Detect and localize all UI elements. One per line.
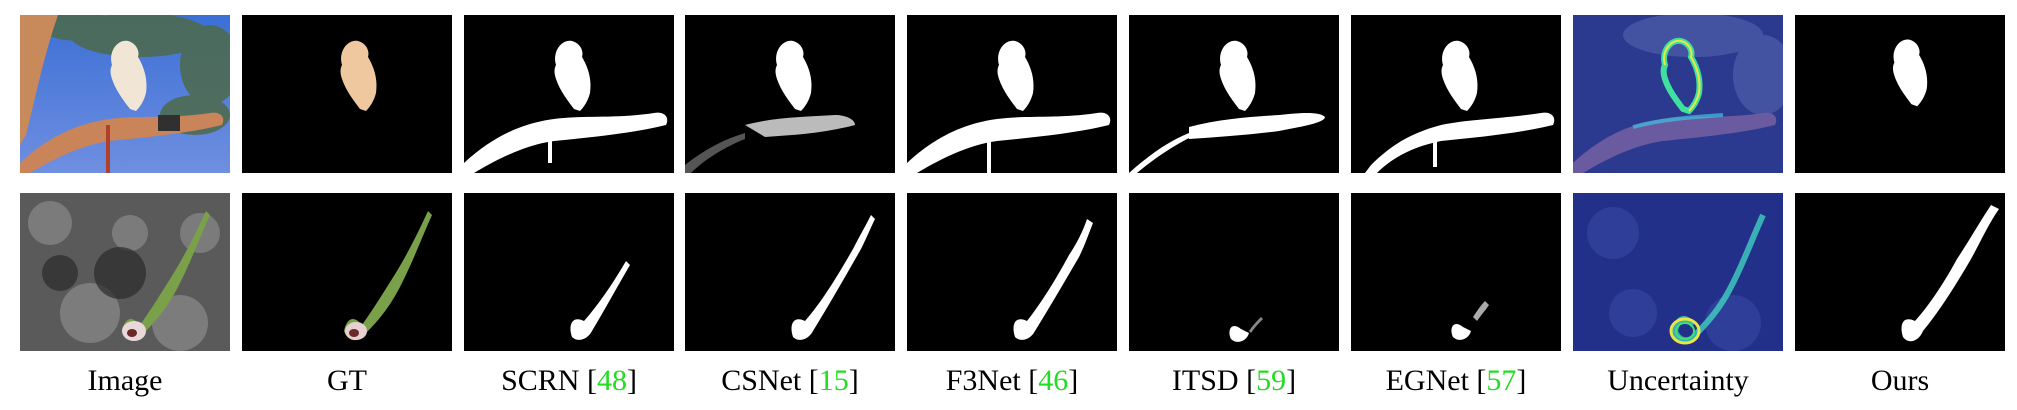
- caption-f3net: F3Net [46]: [945, 364, 1079, 397]
- scrn-cockatoo-on-branch-image: [464, 15, 674, 173]
- caption-itsd: ITSD [59]: [1171, 364, 1297, 397]
- image-flower-on-stem-image: [20, 193, 230, 351]
- gt-flower-on-stem-image: [242, 193, 452, 351]
- citation-link[interactable]: 48: [596, 364, 627, 397]
- caption-label: F3Net: [945, 364, 1021, 397]
- caption-label: CSNet: [721, 364, 802, 397]
- csnet-flower-on-stem-image: [685, 193, 895, 351]
- image-cockatoo-on-branch-image: [20, 15, 230, 173]
- caption-uncertainty: Uncertainty: [1573, 366, 1783, 396]
- gt-cockatoo-on-branch-image: [242, 15, 452, 173]
- caption-gt: GT: [242, 366, 452, 396]
- citation-link[interactable]: 57: [1486, 364, 1517, 397]
- itsd-flower-on-stem-image: [1129, 193, 1339, 351]
- caption-label: SCRN: [501, 364, 580, 397]
- ours-flower-on-stem-image: [1795, 193, 2005, 351]
- caption-label: Ours: [1870, 364, 1930, 397]
- f3net-cockatoo-on-branch-image: [907, 15, 1117, 173]
- caption-label: GT: [327, 364, 367, 397]
- egnet-flower-on-stem-image: [1351, 193, 1561, 351]
- caption-image: Image: [20, 366, 230, 396]
- caption-label: Image: [87, 364, 163, 397]
- caption-csnet: CSNet [15]: [721, 364, 859, 397]
- ours-cockatoo-on-branch-image: [1795, 15, 2005, 173]
- scrn-flower-on-stem-image: [464, 193, 674, 351]
- caption-ours: Ours: [1795, 366, 2005, 396]
- egnet-cockatoo-on-branch-image: [1351, 15, 1561, 173]
- caption-label: EGNet: [1385, 364, 1469, 397]
- caption-scrn: SCRN [48]: [501, 364, 637, 397]
- caption-label: ITSD: [1171, 364, 1239, 397]
- uncertainty-flower-on-stem-image: [1573, 193, 1783, 351]
- csnet-cockatoo-on-branch-image: [685, 15, 895, 173]
- caption-egnet: EGNet [57]: [1385, 364, 1527, 397]
- citation-link[interactable]: 15: [818, 364, 849, 397]
- itsd-cockatoo-on-branch-image: [1129, 15, 1339, 173]
- citation-link[interactable]: 59: [1256, 364, 1287, 397]
- caption-label: Uncertainty: [1607, 364, 1749, 397]
- f3net-flower-on-stem-image: [907, 193, 1117, 351]
- citation-link[interactable]: 46: [1038, 364, 1069, 397]
- uncertainty-cockatoo-on-branch-image: [1573, 15, 1783, 173]
